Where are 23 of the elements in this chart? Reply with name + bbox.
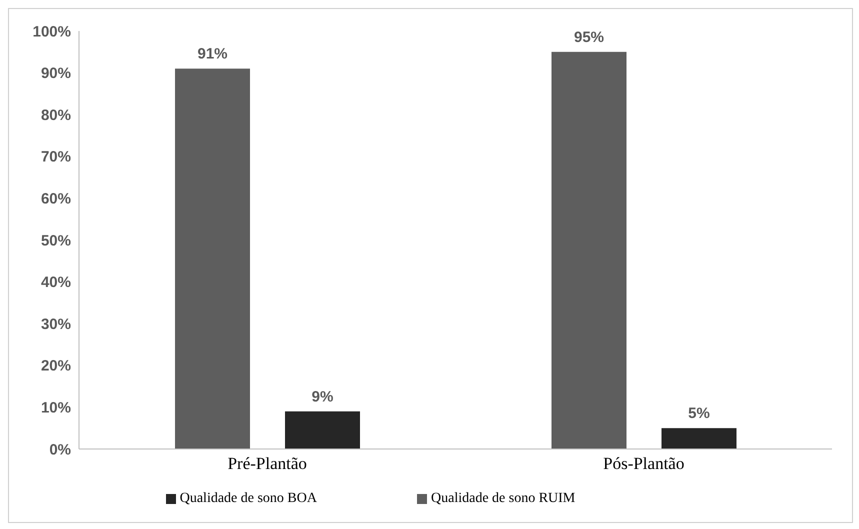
y-tick-label: 10% bbox=[40, 400, 71, 417]
data-label: 95% bbox=[574, 28, 604, 46]
y-tick-label: 60% bbox=[40, 190, 71, 208]
y-tick-label: 100% bbox=[32, 23, 71, 40]
legend-label: Qualidade de sono BOA bbox=[180, 491, 317, 506]
bar bbox=[175, 68, 250, 449]
legend-label: Qualidade de sono RUIM bbox=[431, 491, 576, 506]
y-tick-label: 50% bbox=[40, 232, 71, 250]
y-tick-label: 40% bbox=[40, 274, 71, 292]
bar bbox=[552, 52, 626, 449]
y-tick-label: 70% bbox=[40, 148, 71, 166]
data-label: 5% bbox=[688, 405, 710, 422]
x-tick-label: Pré-Plantão bbox=[228, 454, 307, 474]
bar bbox=[285, 411, 360, 449]
y-tick-label: 90% bbox=[40, 65, 71, 82]
y-tick-label: 20% bbox=[40, 358, 71, 375]
y-tick-label: 80% bbox=[40, 106, 71, 124]
data-label: 91% bbox=[197, 46, 228, 63]
x-tick-label: Pós-Plantão bbox=[603, 454, 684, 474]
y-tick-label: 0% bbox=[49, 441, 71, 458]
data-label: 9% bbox=[312, 388, 334, 406]
y-tick-label: 30% bbox=[40, 316, 71, 333]
bar bbox=[662, 428, 736, 449]
